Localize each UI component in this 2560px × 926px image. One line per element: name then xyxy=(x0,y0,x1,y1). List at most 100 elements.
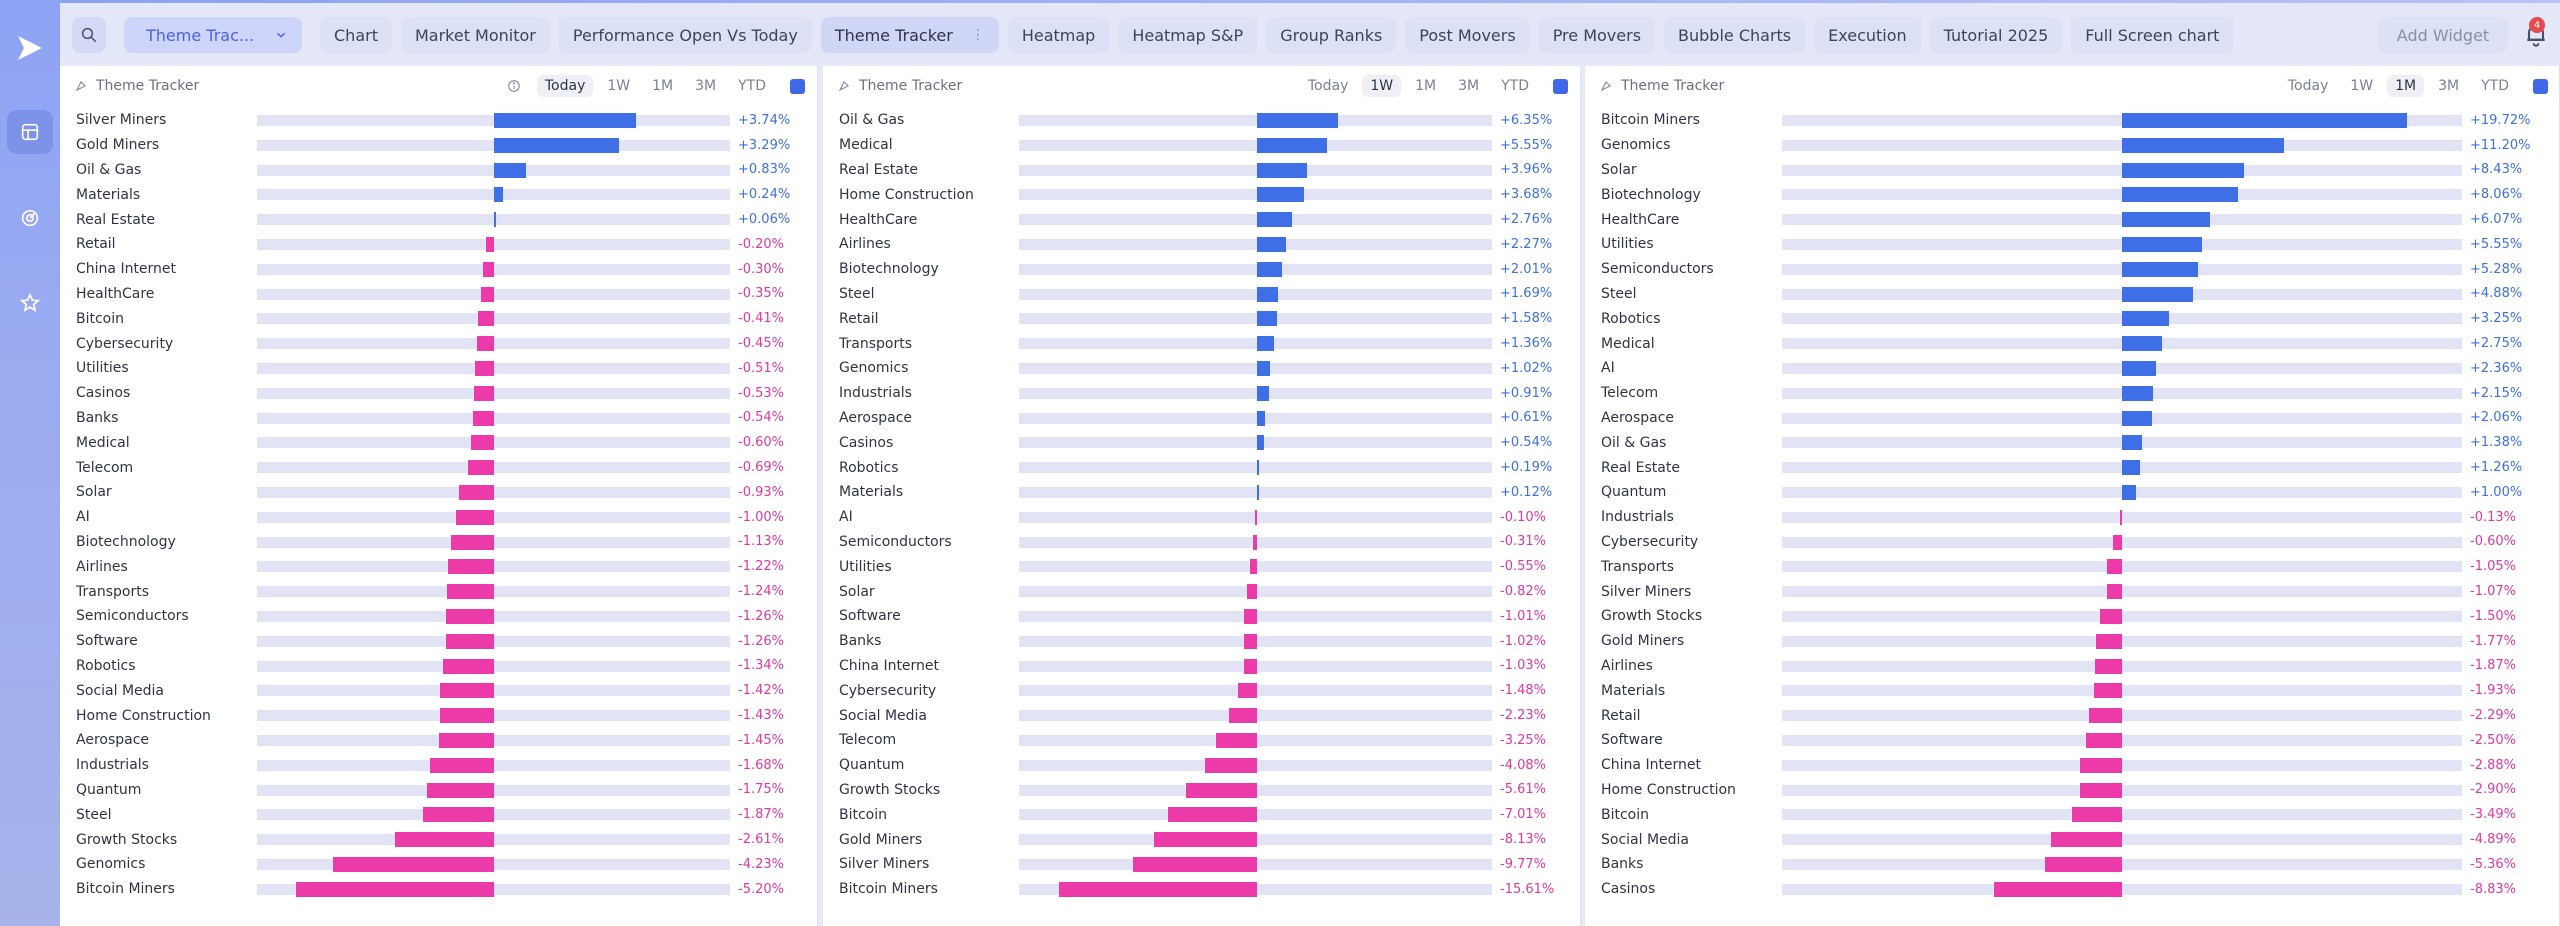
drag-handle-icon[interactable] xyxy=(74,79,88,93)
list-item[interactable]: Telecom -3.25% xyxy=(823,728,1580,753)
list-item[interactable]: Semiconductors +5.28% xyxy=(1585,257,2559,282)
list-item[interactable]: Social Media -1.42% xyxy=(60,678,817,703)
list-item[interactable]: HealthCare +6.07% xyxy=(1585,207,2559,232)
list-item[interactable]: Bitcoin Miners -15.61% xyxy=(823,877,1580,902)
list-item[interactable]: Growth Stocks -1.50% xyxy=(1585,604,2559,629)
list-item[interactable]: Home Construction +3.68% xyxy=(823,182,1580,207)
drag-handle-icon[interactable] xyxy=(837,79,851,93)
list-item[interactable]: Software -2.50% xyxy=(1585,728,2559,753)
list-item[interactable]: Real Estate +1.26% xyxy=(1585,455,2559,480)
list-item[interactable]: Cybersecurity -0.45% xyxy=(60,331,817,356)
list-item[interactable]: Gold Miners +3.29% xyxy=(60,133,817,158)
tab-performance-open-vs-today[interactable]: Performance Open Vs Today xyxy=(558,17,812,53)
list-item[interactable]: Solar -0.82% xyxy=(823,579,1580,604)
period-1m-button[interactable]: 1M xyxy=(1415,78,1437,94)
period-1m-button[interactable]: 1M xyxy=(2387,75,2425,97)
list-item[interactable]: Silver Miners +3.74% xyxy=(60,108,817,133)
period-ytd-button[interactable]: YTD xyxy=(738,78,766,94)
list-item[interactable]: Airlines -1.87% xyxy=(1585,654,2559,679)
list-item[interactable]: Silver Miners -9.77% xyxy=(823,852,1580,877)
list-item[interactable]: Casinos +0.54% xyxy=(823,430,1580,455)
period-1m-button[interactable]: 1M xyxy=(652,78,674,94)
tab-tutorial-2025[interactable]: Tutorial 2025 xyxy=(1929,17,2063,53)
list-item[interactable]: AI -1.00% xyxy=(60,505,817,530)
list-item[interactable]: Bitcoin -7.01% xyxy=(823,802,1580,827)
list-item[interactable]: Software -1.01% xyxy=(823,604,1580,629)
list-item[interactable]: Social Media -4.89% xyxy=(1585,827,2559,852)
series-color-swatch[interactable] xyxy=(1553,78,1568,94)
tab-theme-tracker[interactable]: Theme Tracker ⋮ xyxy=(820,17,999,53)
list-item[interactable]: Biotechnology -1.13% xyxy=(60,530,817,555)
list-item[interactable]: Genomics +11.20% xyxy=(1585,133,2559,158)
tab-group-ranks[interactable]: Group Ranks xyxy=(1266,17,1397,53)
list-item[interactable]: Software -1.26% xyxy=(60,629,817,654)
list-item[interactable]: Bitcoin -0.41% xyxy=(60,306,817,331)
list-item[interactable]: Silver Miners -1.07% xyxy=(1585,579,2559,604)
period-today-button[interactable]: Today xyxy=(2287,78,2329,94)
period-1w-button[interactable]: 1W xyxy=(607,78,631,94)
tab-bubble-charts[interactable]: Bubble Charts xyxy=(1664,17,1806,53)
list-item[interactable]: Casinos -0.53% xyxy=(60,381,817,406)
list-item[interactable]: Aerospace -1.45% xyxy=(60,728,817,753)
list-item[interactable]: Materials +0.24% xyxy=(60,182,817,207)
list-item[interactable]: Biotechnology +8.06% xyxy=(1585,182,2559,207)
tab-heatmap[interactable]: Heatmap xyxy=(1007,17,1110,53)
list-item[interactable]: Solar -0.93% xyxy=(60,480,817,505)
list-item[interactable]: Transports +1.36% xyxy=(823,331,1580,356)
tab-market-monitor[interactable]: Market Monitor xyxy=(400,17,550,53)
list-item[interactable]: Banks -1.02% xyxy=(823,629,1580,654)
list-item[interactable]: Airlines +2.27% xyxy=(823,232,1580,257)
tab-heatmap-sp[interactable]: Heatmap S&P xyxy=(1118,17,1258,53)
list-item[interactable]: China Internet -2.88% xyxy=(1585,753,2559,778)
list-item[interactable]: Solar +8.43% xyxy=(1585,158,2559,183)
list-item[interactable]: Utilities -0.55% xyxy=(823,554,1580,579)
tab-chart[interactable]: Chart xyxy=(320,17,392,53)
list-item[interactable]: AI -0.10% xyxy=(823,505,1580,530)
list-item[interactable]: Home Construction -2.90% xyxy=(1585,778,2559,803)
list-item[interactable]: Robotics +0.19% xyxy=(823,455,1580,480)
list-item[interactable]: Materials -1.93% xyxy=(1585,678,2559,703)
list-item[interactable]: Growth Stocks -5.61% xyxy=(823,778,1580,803)
tab-full-screen-chart[interactable]: Full Screen chart xyxy=(2071,17,2234,53)
list-item[interactable]: HealthCare +2.76% xyxy=(823,207,1580,232)
list-item[interactable]: Genomics -4.23% xyxy=(60,852,817,877)
list-item[interactable]: Gold Miners -8.13% xyxy=(823,827,1580,852)
list-item[interactable]: China Internet -0.30% xyxy=(60,257,817,282)
list-item[interactable]: Retail -0.20% xyxy=(60,232,817,257)
logo-icon[interactable] xyxy=(14,32,46,64)
add-widget-button[interactable]: Add Widget xyxy=(2378,17,2508,53)
list-item[interactable]: Semiconductors -1.26% xyxy=(60,604,817,629)
list-item[interactable]: Bitcoin Miners +19.72% xyxy=(1585,108,2559,133)
period-1w-button[interactable]: 1W xyxy=(2350,78,2374,94)
list-item[interactable]: Home Construction -1.43% xyxy=(60,703,817,728)
period-1w-button[interactable]: 1W xyxy=(1362,75,1402,97)
list-item[interactable]: Airlines -1.22% xyxy=(60,554,817,579)
drag-handle-icon[interactable] xyxy=(1599,79,1613,93)
list-item[interactable]: Growth Stocks -2.61% xyxy=(60,827,817,852)
list-item[interactable]: Steel +1.69% xyxy=(823,282,1580,307)
list-item[interactable]: Materials +0.12% xyxy=(823,480,1580,505)
list-item[interactable]: Real Estate +3.96% xyxy=(823,158,1580,183)
list-item[interactable]: Banks -0.54% xyxy=(60,406,817,431)
list-item[interactable]: Cybersecurity -1.48% xyxy=(823,678,1580,703)
list-item[interactable]: Social Media -2.23% xyxy=(823,703,1580,728)
list-item[interactable]: Steel +4.88% xyxy=(1585,282,2559,307)
list-item[interactable]: Retail -2.29% xyxy=(1585,703,2559,728)
list-item[interactable]: HealthCare -0.35% xyxy=(60,282,817,307)
list-item[interactable]: Transports -1.24% xyxy=(60,579,817,604)
period-ytd-button[interactable]: YTD xyxy=(1501,78,1529,94)
list-item[interactable]: Banks -5.36% xyxy=(1585,852,2559,877)
list-item[interactable]: Real Estate +0.06% xyxy=(60,207,817,232)
list-item[interactable]: Utilities -0.51% xyxy=(60,356,817,381)
more-options-icon[interactable]: ⋮ xyxy=(970,27,985,43)
tab-pre-movers[interactable]: Pre Movers xyxy=(1538,17,1656,53)
period-3m-button[interactable]: 3M xyxy=(695,78,717,94)
list-item[interactable]: China Internet -1.03% xyxy=(823,654,1580,679)
list-item[interactable]: Oil & Gas +1.38% xyxy=(1585,430,2559,455)
list-item[interactable]: Casinos -8.83% xyxy=(1585,877,2559,902)
list-item[interactable]: Telecom -0.69% xyxy=(60,455,817,480)
radar-nav-button[interactable] xyxy=(7,196,53,240)
period-3m-button[interactable]: 3M xyxy=(1458,78,1480,94)
list-item[interactable]: Aerospace +2.06% xyxy=(1585,406,2559,431)
dashboard-nav-button[interactable] xyxy=(7,110,53,154)
